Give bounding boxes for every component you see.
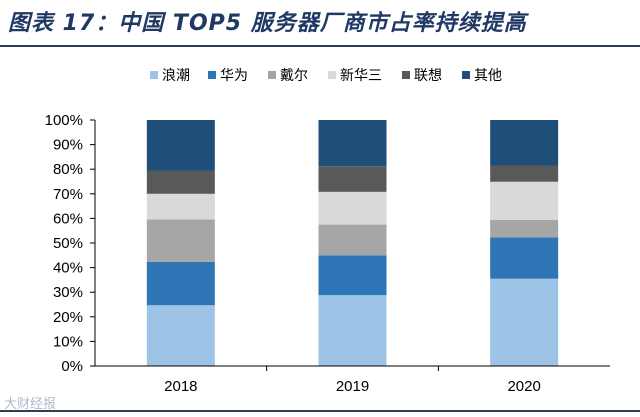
y-tick-label: 10% [53, 333, 83, 350]
bar-segment [318, 191, 387, 225]
y-tick-label: 90% [53, 137, 83, 154]
legend-swatch [462, 71, 470, 79]
legend: 浪潮 华为 戴尔 新华三 联想 其他 [150, 68, 502, 84]
y-tick-label: 100% [45, 112, 83, 129]
legend-label: 戴尔 [280, 68, 308, 84]
bar-segment [490, 165, 559, 182]
x-tick-label: 2018 [164, 378, 197, 395]
y-tick-label: 20% [53, 309, 83, 326]
bar-segment [318, 224, 387, 256]
legend-swatch [402, 71, 410, 79]
legend-swatch [328, 71, 336, 79]
y-tick-label: 0% [61, 358, 83, 375]
legend-label: 浪潮 [162, 68, 190, 84]
title-divider [0, 45, 640, 47]
bar-segment [490, 181, 559, 220]
bar-segment [318, 295, 387, 366]
legend-swatch [208, 71, 216, 79]
bars [146, 120, 559, 366]
legend-label: 联想 [414, 68, 442, 84]
legend-swatch [268, 71, 276, 79]
legend-swatch [150, 71, 158, 79]
bar-segment [146, 193, 215, 220]
bar-segment [146, 305, 215, 366]
bar-segment [146, 261, 215, 306]
chart-title: 图表 17：中国 TOP5 服务器厂商市占率持续提高 [8, 11, 527, 36]
y-tick-label: 40% [53, 260, 83, 277]
watermark: 大财经报 [4, 397, 57, 412]
legend-label: 华为 [220, 68, 248, 84]
bar-segment [318, 120, 387, 167]
bottom-divider [0, 410, 640, 412]
bar-segment [146, 120, 215, 171]
bar-segment [490, 237, 559, 279]
bar-segment [318, 166, 387, 192]
x-tick-label: 2019 [336, 378, 369, 395]
legend-label: 新华三 [340, 68, 382, 84]
bar-segment [146, 219, 215, 262]
legend-label: 其他 [474, 68, 502, 84]
x-tick-label: 2020 [507, 378, 540, 395]
y-tick-label: 70% [53, 186, 83, 203]
y-tick-label: 30% [53, 284, 83, 301]
y-axis: 0% 10% 20% 30% 40% 50% 60% 70% 80% 90% 100% [45, 112, 96, 375]
x-axis: 2018 2019 2020 [95, 365, 610, 395]
y-tick-label: 80% [53, 161, 83, 178]
y-tick-label: 60% [53, 210, 83, 227]
bar-segment [318, 255, 387, 296]
bar-segment [490, 120, 559, 166]
bar-segment [146, 170, 215, 194]
bar-segment [490, 219, 559, 238]
y-tick-label: 50% [53, 235, 83, 252]
bar-segment [490, 278, 559, 366]
